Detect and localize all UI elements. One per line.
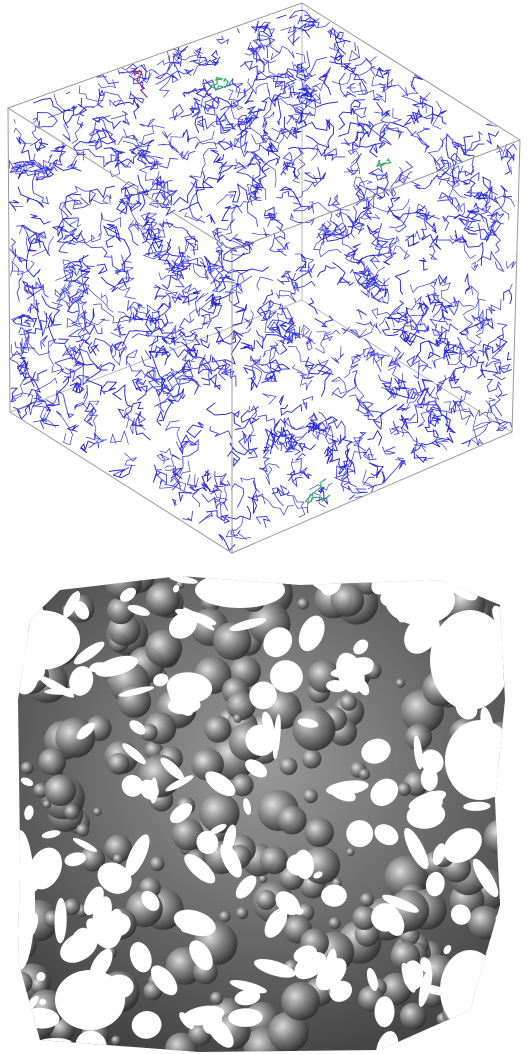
pore-sphere (108, 753, 130, 775)
pore-hole (36, 566, 56, 591)
pore-sphere (329, 917, 341, 929)
pore-hole (22, 1041, 35, 1054)
pore-sphere (77, 569, 90, 582)
pore-sphere (30, 578, 39, 587)
pore-sphere (484, 819, 520, 855)
pore-sphere (293, 708, 336, 751)
pore-sphere (76, 824, 89, 837)
pore-sphere (297, 598, 309, 610)
pore-sphere (485, 942, 513, 970)
pore-sphere (398, 783, 411, 796)
pore-sphere (5, 1030, 43, 1054)
pore-sphere (21, 762, 34, 775)
pore-sphere (233, 714, 242, 723)
pore-sphere (260, 846, 288, 874)
open-void (195, 572, 285, 608)
open-void (5, 830, 35, 970)
page: Porous network visualization {} html, bo… (0, 0, 527, 1054)
pore-hole (481, 952, 525, 986)
pore-sphere (64, 804, 79, 819)
pore-sphere (219, 911, 230, 922)
molecule (210, 78, 228, 90)
open-void (440, 950, 500, 1030)
pore-sphere (487, 976, 520, 1009)
open-void (55, 970, 125, 1030)
pore-sphere (439, 1028, 460, 1049)
pore-sphere (278, 806, 307, 835)
pore-sphere (468, 906, 502, 940)
pore-sphere (494, 929, 516, 951)
pore-hole (423, 1039, 443, 1054)
pore-sphere (396, 678, 405, 687)
pore-sphere (489, 1019, 522, 1052)
pore-sphere (93, 808, 101, 816)
pore-sphere (302, 749, 322, 769)
open-void (385, 575, 455, 625)
pore-sphere (281, 982, 320, 1021)
pore-sphere (347, 848, 355, 856)
pore-sphere (204, 716, 231, 743)
bond-paths (9, 10, 516, 550)
molecule (377, 158, 391, 167)
pore-sphere (11, 972, 33, 994)
pore-sphere (495, 835, 518, 858)
pore-sphere (340, 694, 357, 711)
pore-sphere (150, 856, 165, 871)
page-body: (() => { JSON.parse(document.getElementB… (0, 0, 527, 1054)
pore-sphere (483, 571, 508, 596)
pore-sphere (280, 757, 298, 775)
pore-sphere (484, 1018, 492, 1026)
pore-sphere (466, 576, 480, 590)
pore-sphere (499, 770, 513, 784)
pore-sphere (236, 907, 248, 919)
pore-sphere (210, 992, 223, 1005)
porous-surface (0, 555, 527, 1054)
figure (0, 0, 527, 1054)
pore-sphere (359, 769, 370, 780)
pore-sphere (45, 775, 77, 807)
pore-sphere (487, 574, 519, 606)
pore-sphere (360, 893, 374, 907)
pore-sphere (303, 789, 317, 803)
pore-sphere (305, 818, 334, 847)
pore-sphere (111, 1036, 121, 1046)
pore-sphere (256, 890, 276, 910)
open-void (445, 720, 515, 800)
pore-sphere (477, 984, 486, 993)
pore-sphere (400, 1003, 427, 1030)
open-void (0, 610, 80, 670)
open-void (430, 610, 510, 710)
molecular-network (9, 10, 516, 550)
